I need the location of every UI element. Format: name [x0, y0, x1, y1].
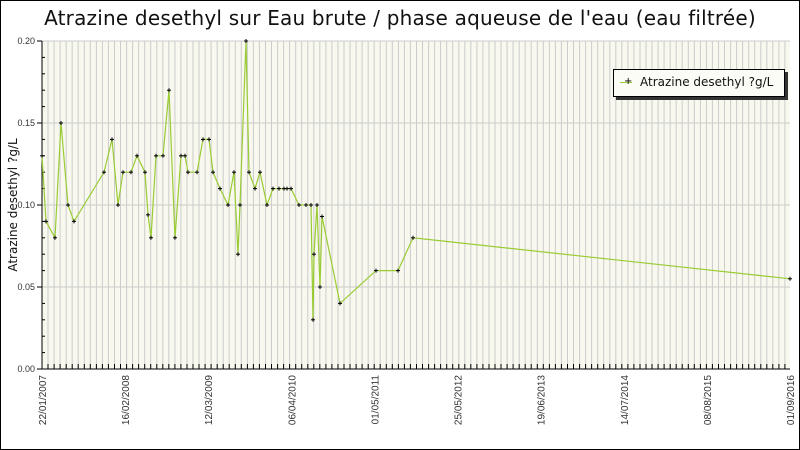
data-point: [309, 203, 313, 207]
x-tick-label: 12/03/2009: [204, 375, 215, 425]
data-point: [44, 219, 48, 224]
y-tick-label: 0.20: [17, 36, 35, 46]
data-point: [788, 276, 792, 281]
data-point: [173, 235, 177, 240]
x-tick-label: 01/09/2016: [786, 375, 797, 425]
data-point: [72, 219, 76, 224]
x-tick-label: 25/05/2012: [454, 375, 465, 425]
x-tick-label: 22/01/2007: [38, 375, 49, 425]
data-point: [66, 203, 70, 207]
data-point: [320, 214, 324, 219]
x-tick-label: 06/04/2010: [287, 375, 298, 425]
data-point: [201, 137, 205, 142]
data-point: [396, 268, 400, 273]
data-point: [226, 203, 230, 207]
data-point: [116, 203, 120, 207]
data-point-markers: [40, 39, 792, 322]
data-point: [338, 301, 342, 306]
data-point: [312, 252, 316, 257]
data-point: [102, 170, 106, 175]
data-point: [195, 170, 199, 175]
data-point: [304, 203, 308, 207]
x-axis-ticks: 22/01/2007 16/02/2008 12/03/2009 06/04/2010…: [38, 364, 797, 425]
x-tick-label: 16/02/2008: [121, 375, 132, 425]
legend-label: Atrazine desethyl ?g/L: [640, 75, 774, 89]
legend-line-swatch: [620, 82, 632, 83]
data-point: [265, 203, 269, 207]
data-point: [374, 268, 378, 273]
data-point: [146, 212, 150, 217]
data-point: [411, 235, 415, 240]
data-point: [121, 170, 125, 175]
data-point: [167, 88, 171, 93]
data-point: [110, 137, 114, 142]
legend-marker-icon: +: [624, 76, 633, 87]
data-point: [238, 203, 242, 207]
y-tick-label: 0.10: [17, 200, 35, 210]
data-point: [149, 235, 153, 240]
data-point: [207, 137, 211, 142]
data-point: [285, 186, 289, 191]
data-point: [186, 170, 190, 175]
x-tick-label: 19/06/2013: [537, 375, 548, 425]
data-point: [135, 153, 139, 158]
data-point: [154, 153, 158, 158]
legend: + Atrazine desethyl ?g/L: [613, 69, 785, 97]
x-tick-label: 08/08/2015: [703, 375, 714, 425]
data-point: [258, 170, 262, 175]
data-point: [247, 170, 251, 175]
data-point: [143, 170, 147, 175]
y-axis-ticks: 0.00 0.05 0.10 0.15 0.20: [17, 36, 45, 374]
data-point: [253, 186, 257, 191]
data-point: [179, 153, 183, 158]
data-point: [318, 285, 322, 289]
data-point: [161, 153, 165, 158]
x-tick-label: 01/05/2011: [370, 375, 381, 425]
data-point: [183, 153, 187, 158]
data-point: [218, 186, 222, 191]
x-tick-label: 14/07/2014: [620, 375, 631, 425]
y-tick-label: 0.00: [17, 364, 35, 374]
data-point: [53, 235, 57, 240]
data-point: [277, 186, 281, 191]
data-point: [311, 317, 315, 322]
data-point: [211, 170, 215, 175]
data-point: [289, 186, 293, 191]
data-point: [236, 252, 240, 257]
chart-title: Atrazine desethyl sur Eau brute / phase …: [44, 6, 756, 30]
data-point: [129, 170, 133, 175]
data-point: [59, 121, 63, 125]
data-point: [271, 186, 275, 191]
y-axis-label: Atrazine desethyl ?g/L: [6, 138, 20, 272]
y-tick-label: 0.05: [17, 282, 35, 292]
data-point: [244, 39, 248, 43]
data-point: [315, 203, 319, 207]
data-point: [40, 153, 44, 158]
data-point: [232, 170, 236, 175]
series-line: [41, 40, 791, 320]
y-tick-label: 0.15: [17, 118, 35, 128]
data-point: [297, 203, 301, 207]
